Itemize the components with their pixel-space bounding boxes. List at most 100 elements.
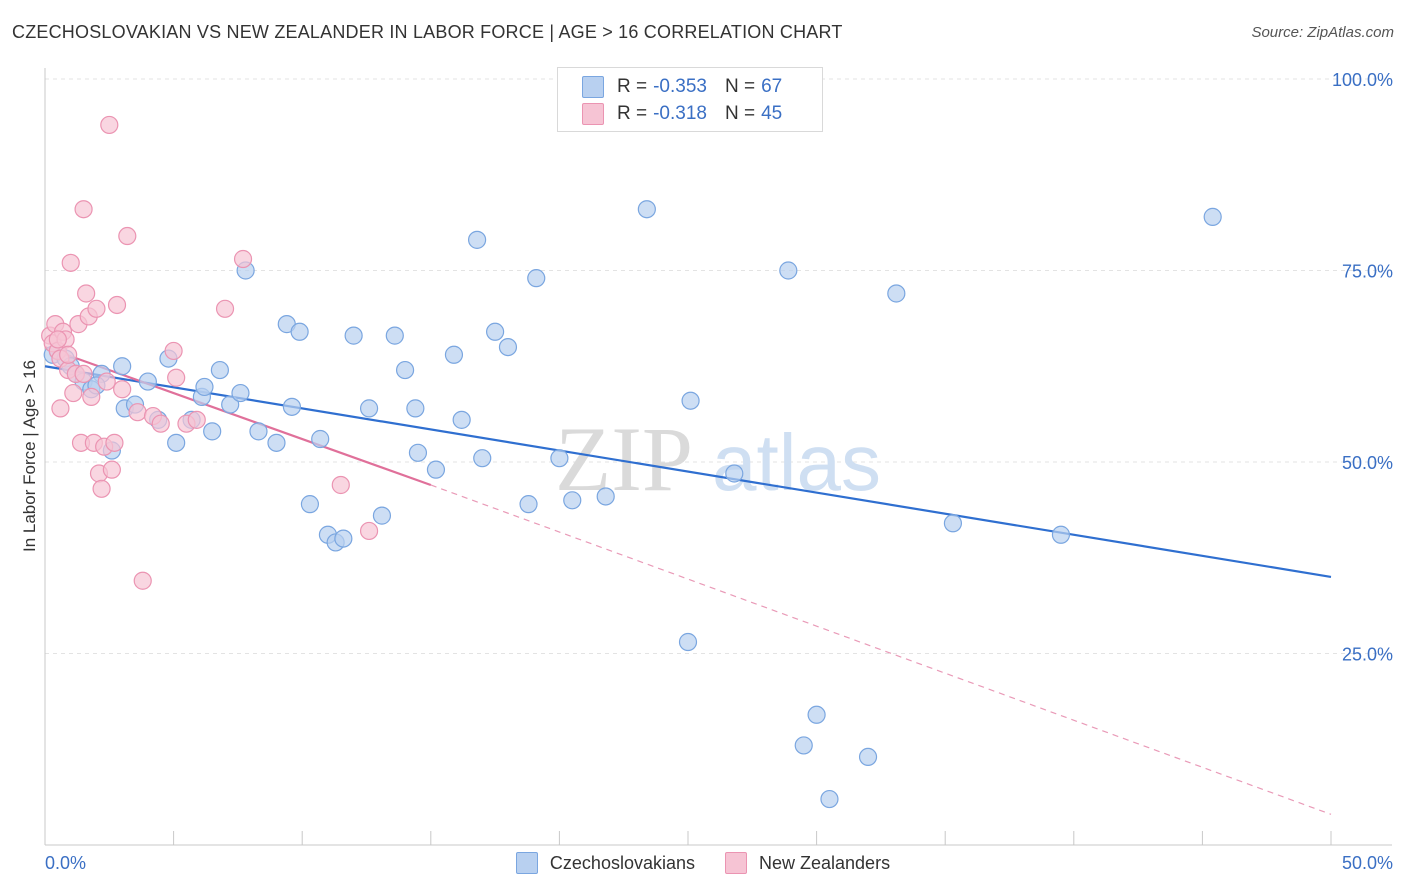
y-axis-label: In Labor Force | Age > 16 xyxy=(20,360,39,552)
x-tick-label: 0.0% xyxy=(45,853,86,873)
point-czechoslovakian xyxy=(596,487,615,506)
point-czechoslovakian xyxy=(282,397,302,416)
point-new-zealander xyxy=(64,383,83,403)
trendline-czechoslovakians xyxy=(44,365,1332,578)
point-czechoslovakian xyxy=(359,399,379,418)
point-czechoslovakian xyxy=(385,326,404,345)
point-new-zealander xyxy=(233,249,253,269)
point-czechoslovakian xyxy=(311,429,330,449)
watermark-atlas: atlas xyxy=(712,418,881,507)
point-new-zealander xyxy=(100,115,119,135)
legend-r-label: R = xyxy=(617,76,648,97)
point-czechoslovakian xyxy=(406,399,425,418)
point-czechoslovakian xyxy=(300,495,320,514)
point-new-zealander xyxy=(151,414,170,433)
point-czechoslovakian xyxy=(372,506,392,525)
legend-swatch-pink xyxy=(582,103,604,125)
point-new-zealander xyxy=(97,372,116,391)
point-czechoslovakian xyxy=(113,357,132,376)
y-tick-label: 100.0% xyxy=(1332,70,1393,90)
legend-r-label: R = xyxy=(617,103,648,124)
point-new-zealander xyxy=(74,364,93,384)
point-czechoslovakian xyxy=(794,736,813,755)
grid-layer xyxy=(45,78,1392,654)
labels-layer: 25.0% 50.0% 75.0% 100.0% 0.0% 50.0% In Labor F… xyxy=(20,70,1393,873)
point-new-zealander xyxy=(59,345,78,364)
point-czechoslovakian xyxy=(637,200,656,219)
legend-label-czechoslovakians: Czechoslovakians xyxy=(549,852,695,873)
point-czechoslovakian xyxy=(943,514,963,533)
point-new-zealander xyxy=(102,460,121,479)
point-new-zealander xyxy=(77,284,96,303)
point-czechoslovakian xyxy=(344,326,363,345)
trendline-new-zealanders-extension xyxy=(430,484,1332,815)
points-layer xyxy=(41,115,1222,809)
point-new-zealander xyxy=(187,410,206,429)
point-new-zealander xyxy=(48,330,67,349)
point-czechoslovakian xyxy=(1203,207,1222,226)
point-czechoslovakian xyxy=(678,632,698,652)
point-new-zealander xyxy=(167,368,186,387)
point-new-zealander xyxy=(87,299,106,318)
point-czechoslovakian xyxy=(550,449,569,468)
legend-swatch-pink xyxy=(725,852,747,874)
point-czechoslovakian xyxy=(563,491,582,510)
legend-row-new-zealanders: R = -0.318 N = 45 xyxy=(582,101,782,127)
point-czechoslovakian xyxy=(486,322,505,341)
legend-r-value: -0.318 xyxy=(653,103,707,124)
point-czechoslovakian xyxy=(467,230,487,249)
source-label: Source: ZipAtlas.com xyxy=(1251,24,1394,41)
point-czechoslovakian xyxy=(221,395,240,414)
point-czechoslovakian xyxy=(203,422,222,441)
point-new-zealander xyxy=(74,200,93,219)
legend-row-czechoslovakians: R = -0.353 N = 67 xyxy=(582,74,782,100)
legend-item-new-zealanders: New Zealanders xyxy=(725,852,890,874)
point-czechoslovakian xyxy=(444,345,464,364)
y-tick-label: 75.0% xyxy=(1342,262,1393,282)
point-czechoslovakian xyxy=(138,372,157,391)
legend-n-value: 67 xyxy=(761,76,783,97)
point-czechoslovakian xyxy=(779,261,798,280)
point-new-zealander xyxy=(164,341,183,361)
point-czechoslovakian xyxy=(334,529,353,548)
point-czechoslovakian xyxy=(527,269,546,288)
point-czechoslovakian xyxy=(473,449,492,468)
point-czechoslovakian xyxy=(858,747,878,767)
point-new-zealander xyxy=(113,380,132,399)
legend-n-value: 45 xyxy=(761,103,783,124)
point-new-zealander xyxy=(331,475,350,495)
y-tick-label: 50.0% xyxy=(1342,453,1393,473)
legend-swatch-blue xyxy=(582,76,604,98)
point-new-zealander xyxy=(61,253,80,272)
point-new-zealander xyxy=(105,433,124,452)
legend-n-label: N = xyxy=(724,76,756,97)
x-tick-label: 50.0% xyxy=(1342,853,1393,873)
point-czechoslovakian xyxy=(167,433,186,452)
axes-layer xyxy=(44,68,1392,846)
zipatlas-watermark: ZIP atlas xyxy=(555,408,881,510)
legend-n-label: N = xyxy=(724,103,756,124)
point-new-zealander xyxy=(51,399,70,418)
point-czechoslovakian xyxy=(1051,525,1071,544)
point-new-zealander xyxy=(359,521,379,541)
point-czechoslovakian xyxy=(681,391,700,410)
point-new-zealander xyxy=(128,403,147,422)
point-czechoslovakian xyxy=(519,495,538,514)
point-czechoslovakian xyxy=(395,360,415,380)
point-czechoslovakian xyxy=(249,422,268,441)
point-czechoslovakian xyxy=(452,410,471,429)
point-czechoslovakian xyxy=(195,377,214,397)
point-new-zealander xyxy=(215,299,235,318)
legend-r-value: -0.353 xyxy=(653,76,707,97)
point-czechoslovakian xyxy=(231,383,250,403)
stats-legend: R = -0.353 N = 67 R = -0.318 N = 45 xyxy=(557,67,823,132)
legend-label-new-zealanders: New Zealanders xyxy=(759,852,891,873)
legend-swatch-blue xyxy=(515,852,538,874)
point-new-zealander xyxy=(82,387,101,406)
point-new-zealander xyxy=(92,479,111,498)
point-new-zealander xyxy=(118,226,137,246)
point-czechoslovakian xyxy=(498,338,518,357)
point-czechoslovakian xyxy=(210,360,229,380)
point-czechoslovakian xyxy=(408,443,428,462)
